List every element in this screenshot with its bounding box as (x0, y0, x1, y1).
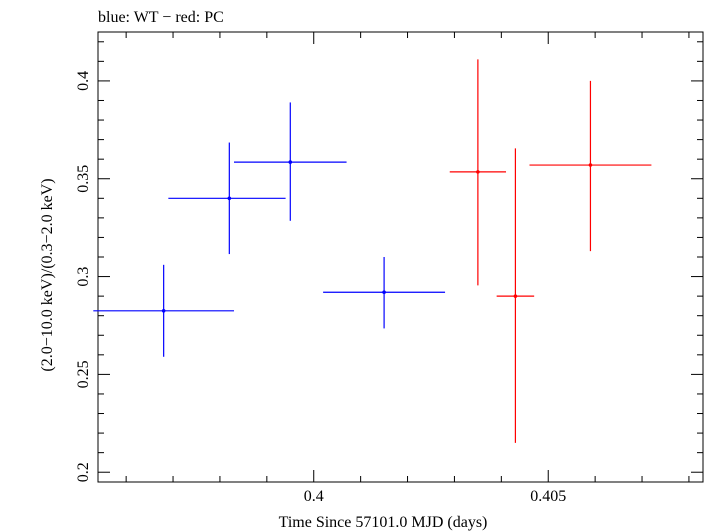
pc-marker (476, 170, 480, 174)
plot-frame (97, 31, 704, 483)
y-tick-label: 0.25 (75, 360, 92, 388)
pc-marker (588, 163, 593, 167)
pc-data-point (496, 148, 535, 443)
wt-data-point (168, 142, 286, 255)
y-tick-label: 0.3 (75, 267, 92, 287)
wt-data-point (93, 264, 235, 357)
wt-marker (288, 160, 293, 164)
x-tick-label: 0.4 (304, 488, 324, 505)
y-tick-label: 0.35 (75, 165, 92, 193)
tick-labels: 0.4 0.405 0.2 0.25 0.3 0.35 0.4 (75, 71, 566, 505)
y-tick-label: 0.2 (75, 462, 92, 482)
y-axis-label: (2.0−10.0 keV)/(0.3−2.0 keV) (39, 178, 56, 371)
pc-marker (513, 294, 518, 298)
wt-marker (227, 196, 232, 201)
x-tick-label: 0.405 (530, 488, 566, 505)
chart-title: blue: WT − red: PC (98, 9, 224, 26)
pc-data-point (449, 59, 507, 286)
wt-marker (382, 290, 386, 295)
x-axis-label: Time Since 57101.0 MJD (days) (279, 514, 488, 531)
wt-data-point (323, 257, 446, 329)
wt-marker (161, 309, 166, 313)
data-points (93, 59, 652, 443)
pc-data-point (529, 80, 652, 252)
y-tick-label: 0.4 (75, 71, 92, 91)
axis-ticks (98, 32, 703, 482)
wt-data-point (234, 102, 347, 221)
